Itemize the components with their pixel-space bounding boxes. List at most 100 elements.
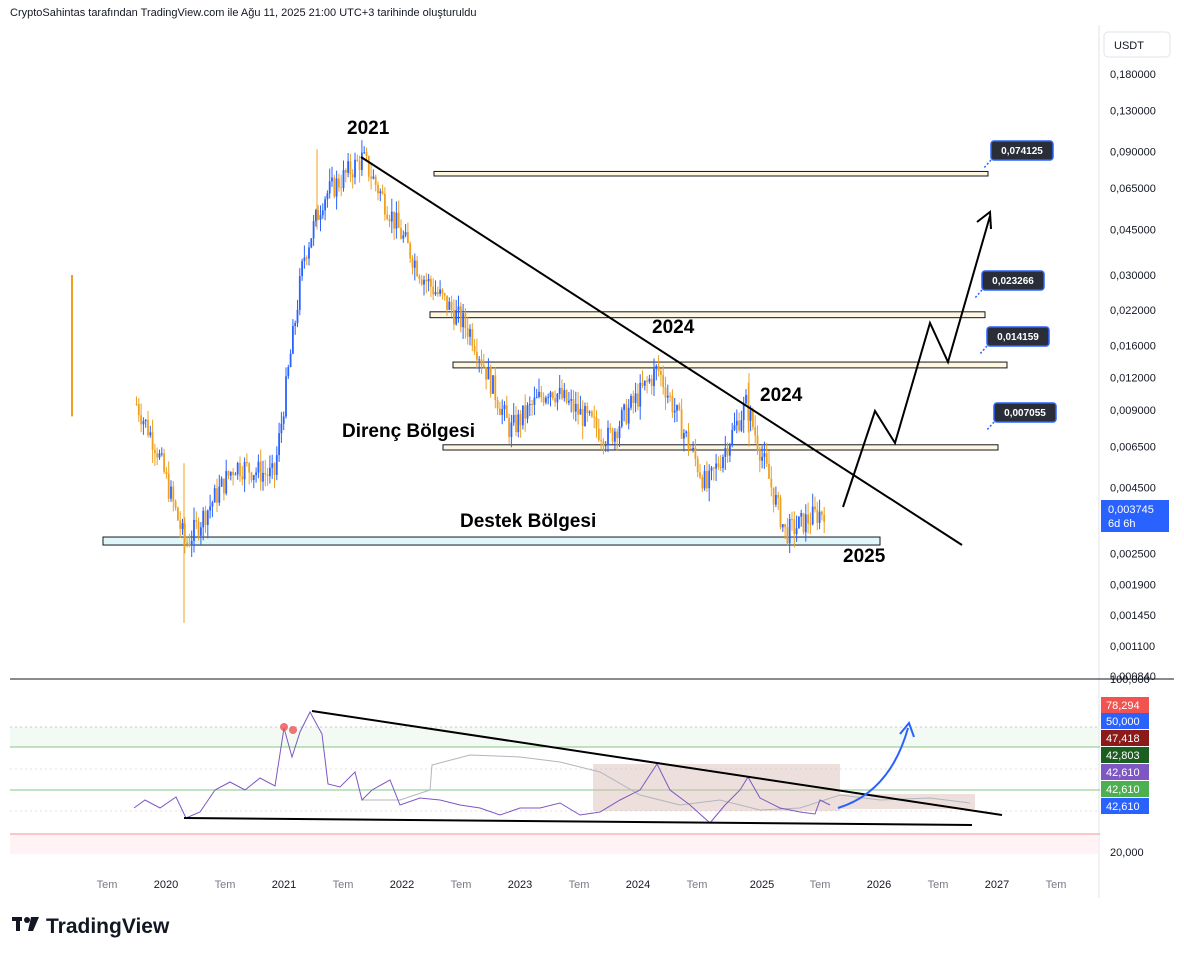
rsi-value-tag xyxy=(1101,764,1149,780)
time-tick-label: 2020 xyxy=(154,879,178,891)
candle-body xyxy=(425,279,428,282)
candle-body xyxy=(545,397,547,403)
candle-body xyxy=(183,523,186,543)
candle-body xyxy=(807,514,809,524)
candle-body xyxy=(724,448,727,457)
candle-body xyxy=(388,218,391,222)
rsi-overbought-marker xyxy=(280,723,288,731)
candle-body xyxy=(788,518,791,544)
candle-body xyxy=(149,432,152,436)
candle-body xyxy=(298,276,301,310)
candle-body xyxy=(476,351,478,360)
candle-body xyxy=(436,292,439,294)
candle-body xyxy=(367,156,370,177)
candle-body xyxy=(729,444,731,456)
candle-body xyxy=(363,152,366,154)
price-tick-label: 0,180000 xyxy=(1110,69,1156,81)
candle-body xyxy=(278,433,280,456)
price-tag-pointer xyxy=(978,345,988,356)
candle-body xyxy=(551,392,554,399)
candle-body xyxy=(395,212,398,229)
price-axis[interactable]: 0,180000 0,130000 0,090000 0,065000 0,045000… xyxy=(1110,69,1156,683)
candle-body xyxy=(761,456,763,461)
candle-body xyxy=(731,429,734,445)
candle-body xyxy=(216,488,218,503)
candle-body xyxy=(377,184,379,194)
candle-body xyxy=(372,176,375,179)
time-tick-label: Tem xyxy=(810,879,831,891)
candle-body xyxy=(220,478,223,487)
price-tick-label: 0,022000 xyxy=(1110,305,1156,317)
candle-body xyxy=(432,286,435,295)
candle-body xyxy=(473,345,476,352)
candle-body xyxy=(558,387,561,395)
price-tick-label: 0,002500 xyxy=(1110,549,1156,561)
time-tick-label: Tem xyxy=(333,879,354,891)
candle-body xyxy=(246,461,248,464)
candle-body xyxy=(416,260,418,277)
candle-body xyxy=(804,514,807,533)
candle-body xyxy=(386,214,389,219)
price-tag-box xyxy=(993,402,1057,423)
rsi-oversold-band xyxy=(10,834,1100,854)
candle-body xyxy=(623,404,625,411)
price-tag-pointer xyxy=(985,421,995,432)
candle-body xyxy=(531,403,533,405)
candle-body xyxy=(269,467,271,477)
rsi-value-label: 42,610 xyxy=(1106,784,1140,796)
candle-body xyxy=(496,400,499,409)
time-axis[interactable]: Tem 2020 Tem 2021 Tem 2022 Tem 2023 Tem 2024 Tem 20… xyxy=(97,879,1067,891)
candle-body xyxy=(653,368,655,387)
candle-body xyxy=(660,370,662,375)
candle-body xyxy=(607,427,609,446)
candle-body xyxy=(140,415,142,425)
candle-body xyxy=(466,328,469,337)
candle-body xyxy=(522,405,524,426)
candle-body xyxy=(296,309,299,324)
candle-body xyxy=(305,257,308,259)
candle-body xyxy=(137,404,140,416)
rsi-value-label: 50,000 xyxy=(1106,716,1140,728)
candle-body xyxy=(487,367,490,380)
candle-body xyxy=(715,463,717,469)
candle-body xyxy=(572,399,575,412)
candle-body xyxy=(717,463,720,467)
price-tick-label: 0,130000 xyxy=(1110,105,1156,117)
candle-body xyxy=(492,375,494,394)
rsi-tick-label: 100,000 xyxy=(1110,674,1150,686)
candle-body xyxy=(549,392,552,398)
candle-body xyxy=(632,396,635,403)
candle-body xyxy=(335,178,338,197)
candle-body xyxy=(430,278,432,287)
price-tag-box xyxy=(990,140,1054,161)
candle-body xyxy=(213,488,216,503)
candle-body xyxy=(427,278,430,282)
candle-body xyxy=(706,470,708,489)
candle-body xyxy=(163,453,165,472)
candle-body xyxy=(275,455,278,475)
price-tick-label: 0,065000 xyxy=(1110,183,1156,195)
candle-body xyxy=(508,417,510,437)
candle-body xyxy=(554,398,556,403)
tradingview-logo[interactable]: TradingView xyxy=(12,915,169,939)
candle-body xyxy=(423,279,425,285)
candle-body xyxy=(227,471,230,476)
candle-body xyxy=(485,367,487,380)
candle-body xyxy=(770,478,773,488)
candle-body xyxy=(722,456,724,469)
support-zone xyxy=(102,536,881,546)
currency-button[interactable]: USDT xyxy=(1103,31,1171,58)
projection-arrowhead xyxy=(976,210,992,230)
candle-body xyxy=(678,404,681,410)
rsi-value-label: 42,803 xyxy=(1106,750,1140,762)
candle-body xyxy=(515,415,517,433)
candle-body xyxy=(347,161,349,173)
candle-body xyxy=(818,511,821,523)
candle-body xyxy=(772,487,775,505)
candle-body xyxy=(786,527,789,544)
candle-body xyxy=(821,511,823,515)
annotation-support: Destek Bölgesi xyxy=(460,511,596,532)
candle-body xyxy=(342,170,345,188)
